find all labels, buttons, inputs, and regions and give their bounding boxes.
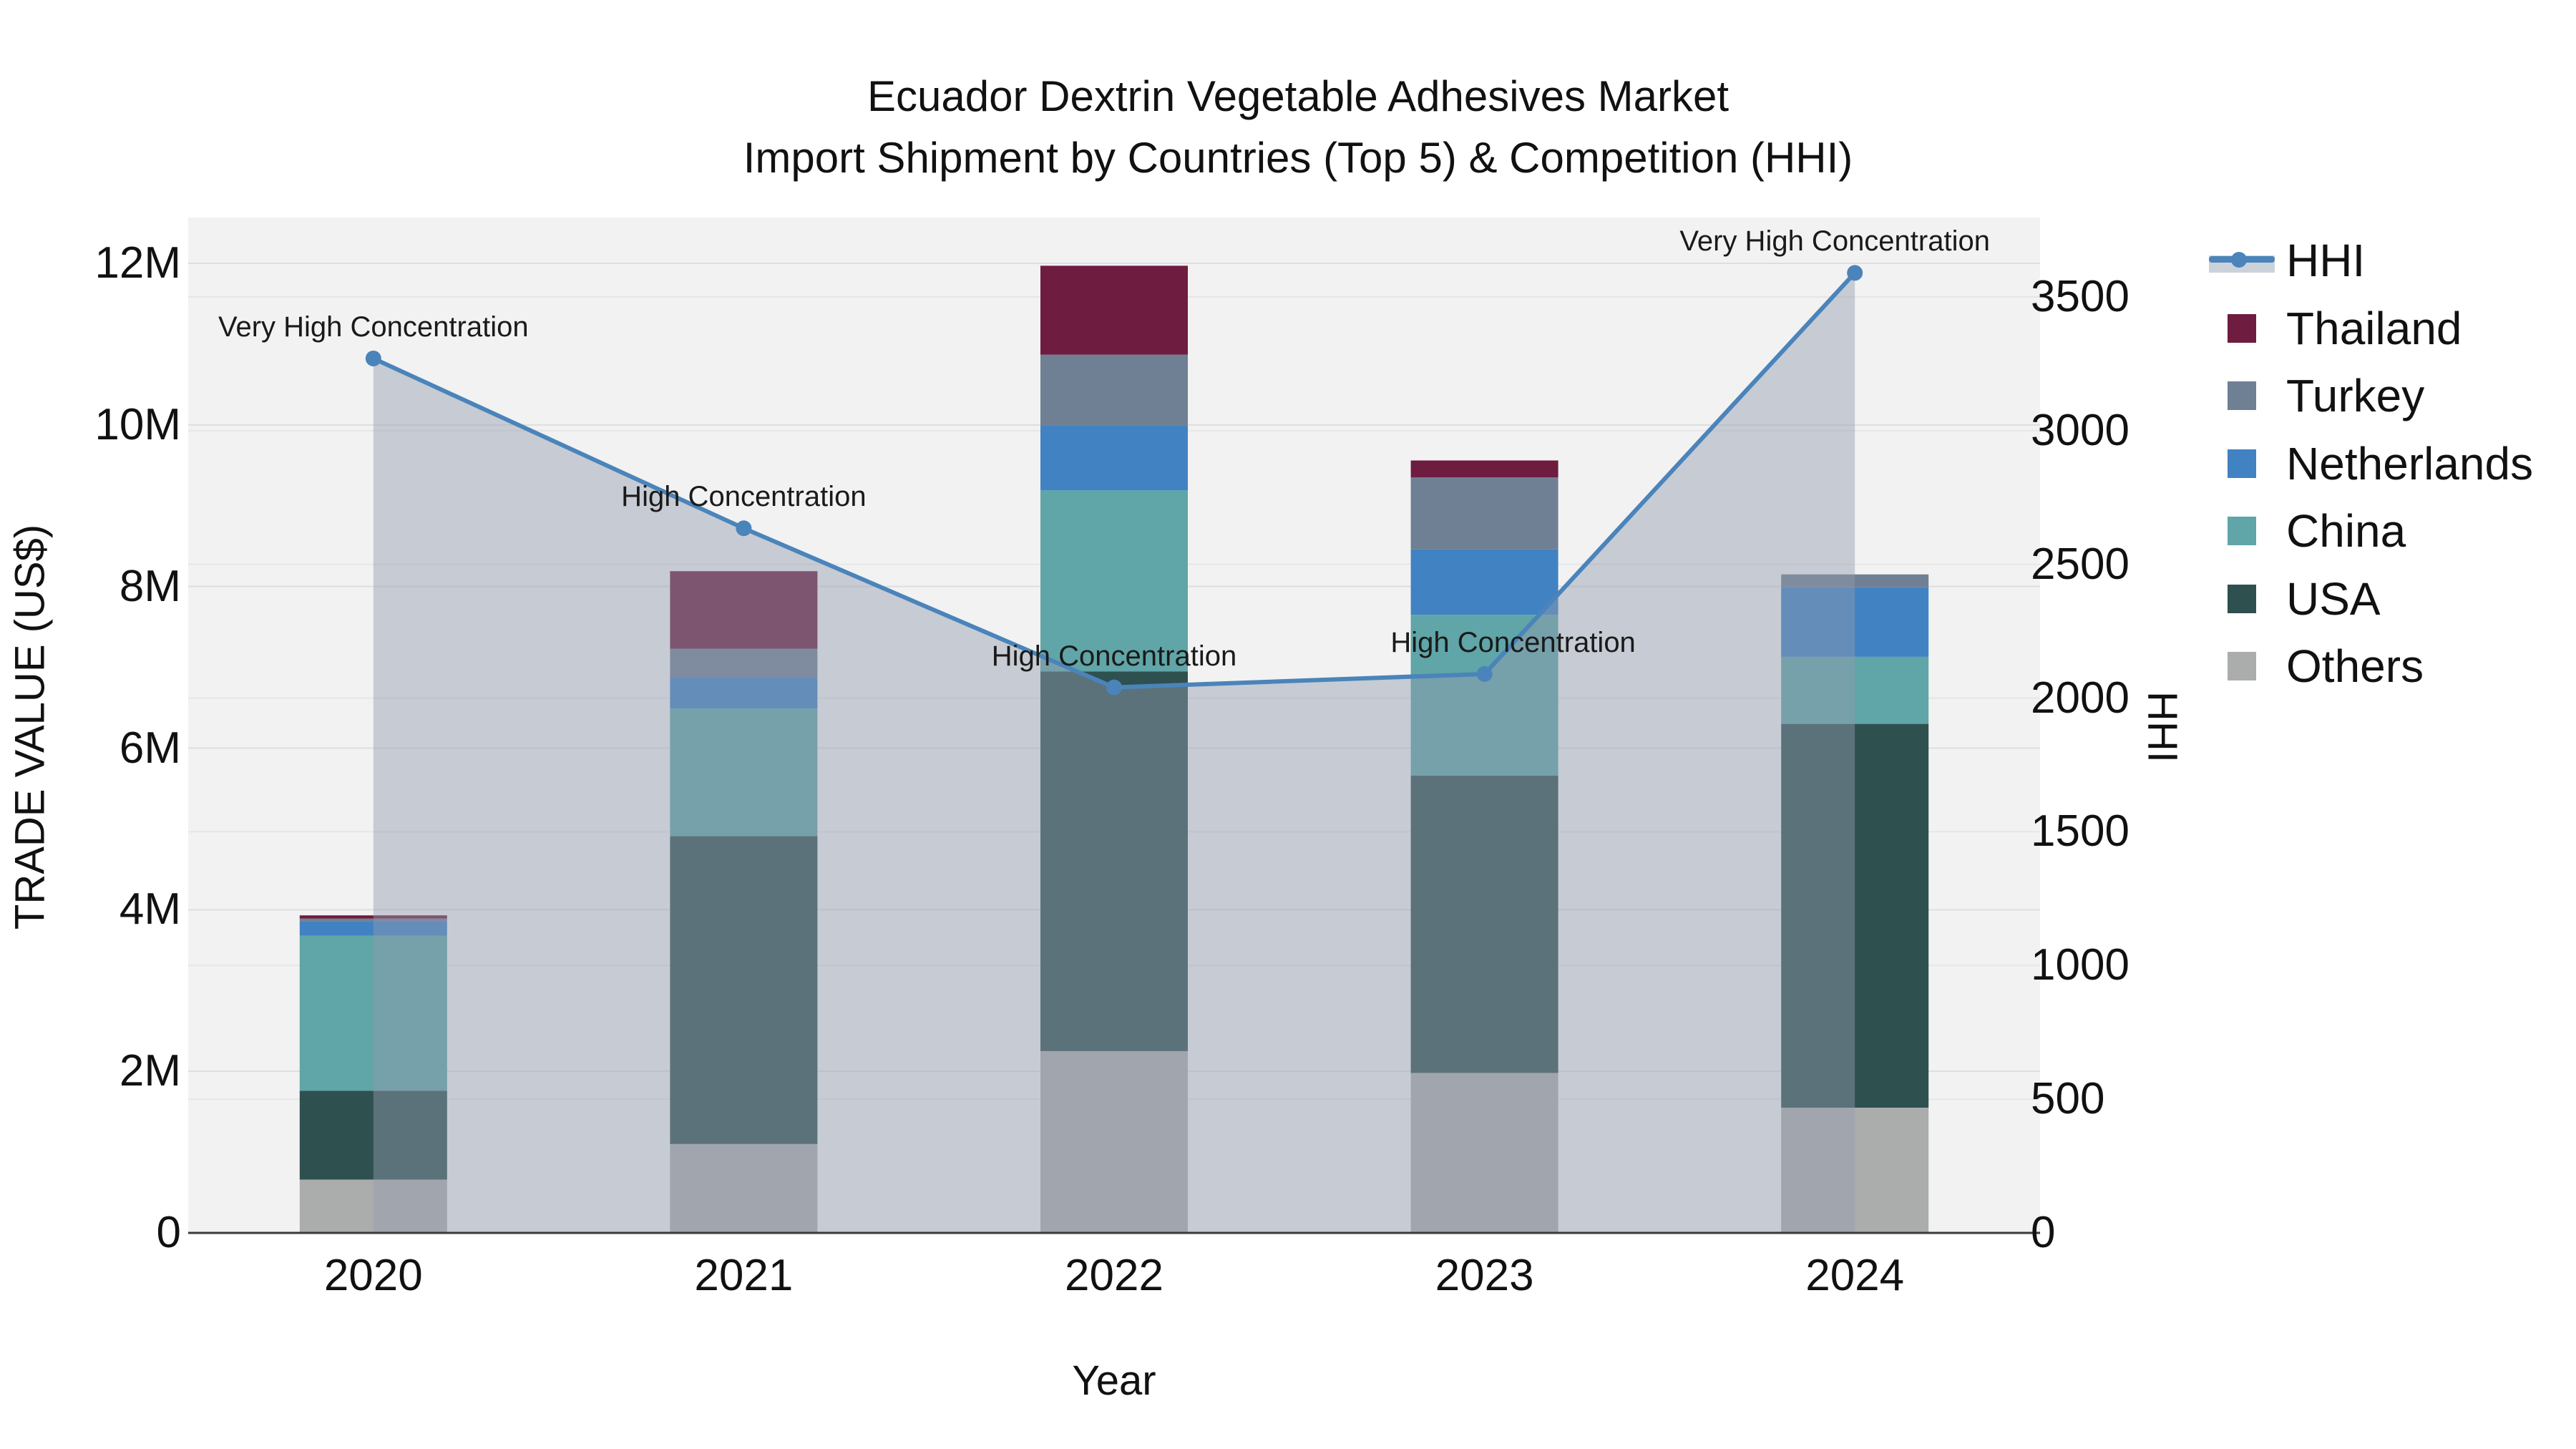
bar-segment-others-2020 [299, 1179, 447, 1233]
bar-segment-others-2021 [670, 1143, 818, 1233]
hhi-marker-2024 [1847, 265, 1863, 281]
annotation-2020: Very High Concentration [218, 311, 529, 343]
bar-segment-usa-2020 [299, 1091, 447, 1180]
y-right-tick-500: 500 [2031, 1074, 2105, 1124]
legend-label-usa: USA [2286, 573, 2381, 625]
bar-segment-china-2021 [670, 708, 818, 836]
bar-segment-thailand-2022 [1040, 265, 1188, 355]
bar-segment-netherlands-2024 [1781, 587, 1929, 657]
y-left-axis-title: TRADE VALUE (US$) [6, 524, 54, 930]
hhi-marker-2021 [736, 520, 752, 537]
bar-segment-usa-2021 [670, 836, 818, 1144]
bar-segment-china-2024 [1781, 656, 1929, 724]
legend-label-turkey: Turkey [2286, 370, 2425, 421]
bar-segment-thailand-2023 [1410, 460, 1558, 478]
annotation-2022: High Concentration [991, 640, 1237, 672]
bar-segment-netherlands-2023 [1410, 549, 1558, 615]
legend-item-china[interactable]: China [2209, 506, 2576, 556]
x-tick-2020: 2020 [323, 1251, 423, 1300]
bar-segment-others-2023 [1410, 1073, 1558, 1233]
x-tick-2021: 2021 [694, 1251, 794, 1300]
x-tick-2022: 2022 [1065, 1251, 1163, 1300]
legend-swatch-china [2228, 517, 2256, 545]
y-right-tick-0: 0 [2031, 1208, 2056, 1257]
bar-segment-netherlands-2022 [1040, 425, 1188, 491]
y-right-tick-3500: 3500 [2031, 272, 2129, 321]
x-tick-2023: 2023 [1435, 1251, 1534, 1300]
annotation-2024: Very High Concentration [1679, 225, 1990, 258]
y-left-tick-8M: 8M [119, 561, 181, 611]
y-left-tick-2M: 2M [119, 1046, 181, 1096]
legend-label-china: China [2286, 505, 2406, 557]
y-right-tick-2500: 2500 [2031, 539, 2129, 589]
y-left-tick-12M: 12M [94, 238, 181, 288]
legend-swatch-turkey [2228, 381, 2256, 410]
y-right-tick-2000: 2000 [2031, 673, 2129, 723]
bar-segment-thailand-2020 [299, 915, 447, 919]
x-axis-title: Year [1072, 1357, 1156, 1404]
legend-item-hhi[interactable]: HHI [2209, 235, 2576, 286]
y-left-tick-4M: 4M [119, 884, 181, 935]
legend-label-thailand: Thailand [2286, 303, 2462, 354]
bar-segment-china-2020 [299, 935, 447, 1091]
bar-segment-china-2022 [1040, 490, 1188, 672]
legend-hhi-line-icon [2209, 248, 2275, 273]
bar-segment-netherlands-2020 [299, 921, 447, 936]
bar-segment-usa-2024 [1781, 723, 1929, 1108]
legend-hhi-marker-icon [2231, 252, 2247, 268]
legend-label-hhi: HHI [2286, 235, 2366, 286]
legend-swatch-usa [2228, 585, 2256, 613]
legend-swatch-netherlands [2228, 449, 2256, 478]
bar-segment-turkey-2022 [1040, 354, 1188, 426]
chart-title-line2: Import Shipment by Countries (Top 5) & C… [743, 134, 1853, 182]
bar-segment-others-2024 [1781, 1107, 1929, 1233]
y-left-tick-0: 0 [156, 1208, 181, 1257]
hhi-marker-2023 [1476, 665, 1493, 682]
bar-segment-usa-2023 [1410, 775, 1558, 1073]
bar-segment-turkey-2020 [299, 918, 447, 922]
legend-item-thailand[interactable]: Thailand [2209, 303, 2576, 353]
chart-title-line1: Ecuador Dextrin Vegetable Adhesives Mark… [867, 72, 1729, 120]
bar-segment-thailand-2021 [670, 571, 818, 649]
annotation-2021: High Concentration [621, 481, 867, 513]
legend-item-others[interactable]: Others [2209, 641, 2576, 691]
y-right-tick-1000: 1000 [2031, 940, 2129, 990]
legend-item-netherlands[interactable]: Netherlands [2209, 439, 2576, 489]
bar-segment-netherlands-2021 [670, 677, 818, 709]
hhi-marker-2022 [1106, 679, 1122, 696]
legend-swatch-others [2228, 652, 2256, 680]
bar-segment-usa-2022 [1040, 671, 1188, 1051]
legend-label-others: Others [2286, 640, 2424, 692]
bar-segment-turkey-2024 [1781, 574, 1929, 587]
legend-swatch-thailand [2228, 314, 2256, 343]
hhi-area-fill [373, 273, 1855, 1233]
chart-title: Ecuador Dextrin Vegetable Adhesives Mark… [743, 66, 1853, 189]
bar-segment-turkey-2021 [670, 648, 818, 678]
legend-item-turkey[interactable]: Turkey [2209, 371, 2576, 421]
legend-label-netherlands: Netherlands [2286, 438, 2534, 489]
y-right-tick-3000: 3000 [2031, 405, 2129, 455]
bar-segment-others-2022 [1040, 1050, 1188, 1233]
bar-segment-turkey-2023 [1410, 477, 1558, 550]
y-right-tick-1500: 1500 [2031, 806, 2129, 857]
annotation-2023: High Concentration [1390, 626, 1636, 658]
bar-segment-china-2023 [1410, 615, 1558, 776]
y-right-axis-title: HHI [2139, 691, 2186, 763]
x-tick-2024: 2024 [1805, 1251, 1905, 1300]
legend-item-usa[interactable]: USA [2209, 574, 2576, 624]
y-left-tick-6M: 6M [119, 723, 181, 773]
y-left-tick-10M: 10M [94, 399, 181, 449]
hhi-marker-2020 [365, 350, 381, 366]
